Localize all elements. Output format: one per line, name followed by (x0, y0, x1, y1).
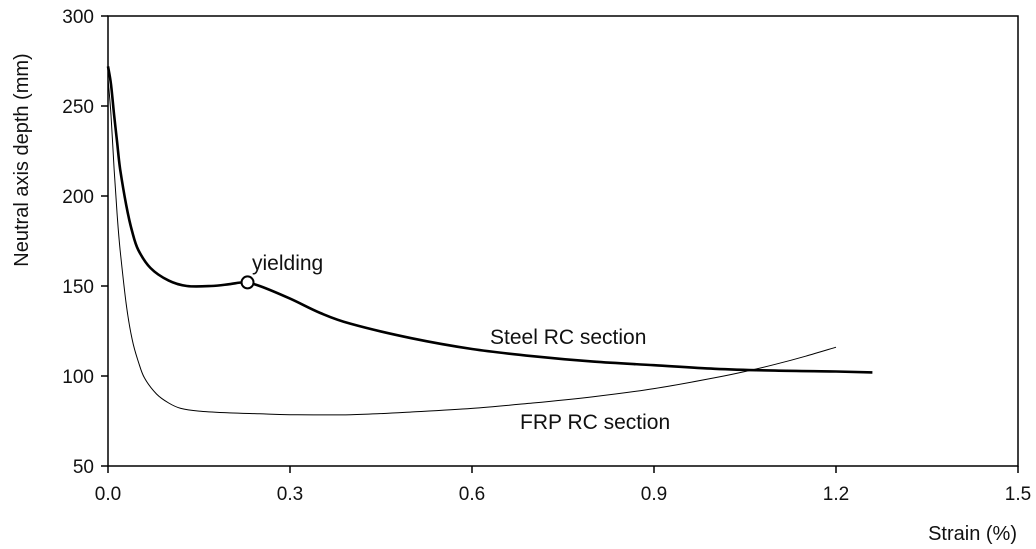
x-tick-label: 0.6 (459, 484, 485, 505)
frp-series-label: FRP RC section (520, 411, 670, 434)
steel-series-label: Steel RC section (490, 326, 646, 349)
y-axis-title: Neutral axis depth (mm) (11, 53, 33, 266)
axis-ticks (101, 15, 1019, 473)
yielding-marker (240, 275, 255, 290)
y-tick-label: 100 (62, 367, 94, 388)
series-lines (106, 66, 873, 416)
y-tick-label: 200 (62, 187, 94, 208)
plot-frame (107, 15, 1019, 467)
y-tick-label: 150 (62, 277, 94, 298)
yielding-label: yielding (252, 252, 323, 275)
frp-rc-line (107, 78, 837, 416)
x-tick-label: 1.2 (823, 484, 849, 505)
x-tick-label: 0.0 (95, 484, 121, 505)
y-tick-label: 300 (62, 7, 94, 28)
x-tick-label: 1.5 (1005, 484, 1031, 505)
x-axis-title: Strain (%) (928, 523, 1017, 545)
y-tick-label: 50 (73, 457, 94, 478)
x-tick-label: 0.9 (641, 484, 667, 505)
y-tick-label: 250 (62, 97, 94, 118)
x-tick-label: 0.3 (277, 484, 303, 505)
axis-tick-labels: 0.0 0.3 0.6 0.9 1.2 1.5 50 100 150 200 250 300 (62, 7, 1031, 505)
